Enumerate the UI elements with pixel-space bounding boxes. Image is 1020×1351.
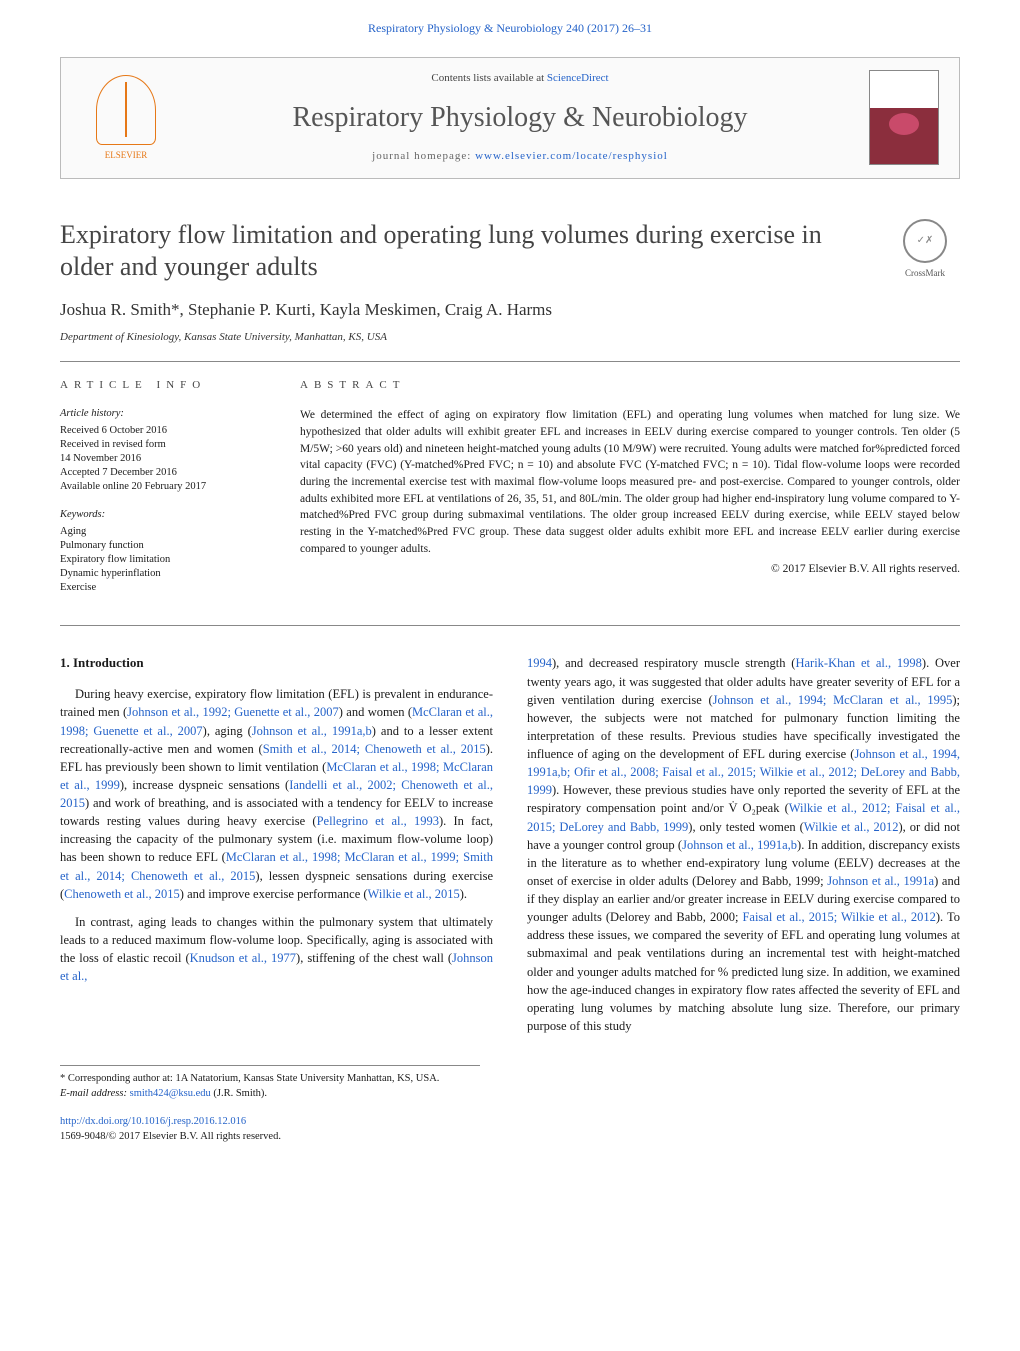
elsevier-tree-icon [96,75,156,145]
abstract-text: We determined the effect of aging on exp… [300,407,960,557]
citation-link[interactable]: Knudson et al., 1977 [190,951,296,965]
citation-link[interactable]: Wilkie et al., 2012 [804,820,899,834]
homepage-line: journal homepage: www.elsevier.com/locat… [201,149,839,164]
doi-block: http://dx.doi.org/10.1016/j.resp.2016.12… [60,1115,960,1144]
banner-center: Contents lists available at ScienceDirec… [201,71,839,165]
divider [60,361,960,362]
crossmark-icon: ✓✗ [903,219,947,263]
citation-link[interactable]: Johnson et al., 1991a,b [682,838,797,852]
crossmark-label: CrossMark [890,267,960,280]
abstract-label: ABSTRACT [300,378,960,393]
introduction-heading: 1. Introduction [60,654,493,673]
email-link[interactable]: smith424@ksu.edu [130,1088,211,1099]
doi-link[interactable]: http://dx.doi.org/10.1016/j.resp.2016.12… [60,1116,246,1127]
body: 1. Introduction During heavy exercise, e… [60,654,960,1045]
citation-link[interactable]: Wilkie et al., 2015 [368,887,460,901]
citation-link[interactable]: Faisal et al., 2015; Wilkie et al., 2012 [742,910,935,924]
abstract-copyright: © 2017 Elsevier B.V. All rights reserved… [300,561,960,577]
homepage-link[interactable]: www.elsevier.com/locate/resphysiol [475,150,668,162]
para-1: During heavy exercise, expiratory flow l… [60,685,493,903]
contents-line: Contents lists available at ScienceDirec… [201,71,839,86]
journal-cover-thumb [869,70,939,165]
divider [60,625,960,626]
crossmark-badge[interactable]: ✓✗ CrossMark [890,219,960,280]
citation-link[interactable]: Johnson et al., 1994; McClaran et al., 1… [713,693,953,707]
right-column: 1994), and decreased respiratory muscle … [527,654,960,1045]
citation-link[interactable]: 1994 [527,656,552,670]
abstract: ABSTRACT We determined the effect of agi… [300,378,960,609]
journal-banner: ELSEVIER Contents lists available at Sci… [60,57,960,179]
authors: Joshua R. Smith*, Stephanie P. Kurti, Ka… [60,298,960,322]
citation-link[interactable]: Pellegrino et al., 1993 [317,814,439,828]
citation-link[interactable]: Chenoweth et al., 2015 [64,887,180,901]
sciencedirect-link[interactable]: ScienceDirect [547,72,609,84]
publisher-name: ELSEVIER [105,149,148,162]
journal-title: Respiratory Physiology & Neurobiology [201,98,839,137]
article-info: ARTICLE INFO Article history: Received 6… [60,378,260,609]
keywords: Keywords: Aging Pulmonary function Expir… [60,508,260,595]
citation: Respiratory Physiology & Neurobiology 24… [368,21,652,35]
publisher-logo: ELSEVIER [81,68,171,168]
running-header: Respiratory Physiology & Neurobiology 24… [0,0,1020,47]
article-title: Expiratory flow limitation and operating… [60,219,840,284]
left-column: 1. Introduction During heavy exercise, e… [60,654,493,1045]
article-history: Article history: Received 6 October 2016… [60,407,260,494]
para-3: 1994), and decreased respiratory muscle … [527,654,960,1035]
article-info-label: ARTICLE INFO [60,378,260,393]
affiliation: Department of Kinesiology, Kansas State … [60,330,960,345]
citation-link[interactable]: Harik-Khan et al., 1998 [795,656,921,670]
issn-copyright: 1569-9048/© 2017 Elsevier B.V. All right… [60,1130,960,1145]
citation-link[interactable]: Johnson et al., 1991a [827,874,934,888]
corresponding-author: * Corresponding author at: 1A Natatorium… [60,1072,480,1087]
footnotes: * Corresponding author at: 1A Natatorium… [60,1065,480,1101]
citation-link[interactable]: Johnson et al., 1992; Guenette et al., 2… [127,705,339,719]
para-2: In contrast, aging leads to changes with… [60,913,493,986]
citation-link[interactable]: Johnson et al., 1991a,b [252,724,372,738]
email-line: E-mail address: smith424@ksu.edu (J.R. S… [60,1087,480,1102]
citation-link[interactable]: Smith et al., 2014; Chenoweth et al., 20… [263,742,486,756]
